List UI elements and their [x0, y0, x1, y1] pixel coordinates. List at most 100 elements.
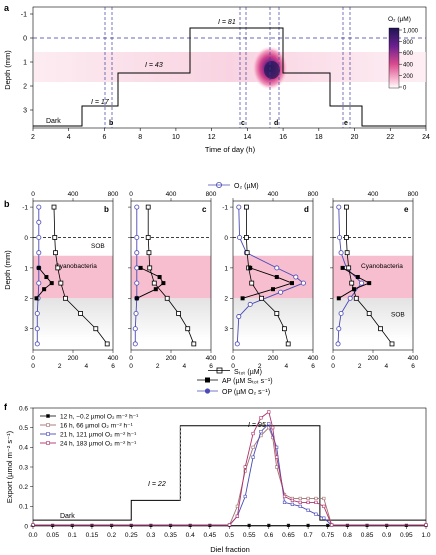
o2-point	[359, 280, 365, 286]
a-xtick-label: 22	[386, 134, 394, 141]
o2-point	[134, 280, 140, 286]
s-point	[52, 235, 58, 240]
o2-point	[293, 274, 299, 280]
series-point-3	[259, 416, 263, 420]
marker-c: c	[241, 120, 245, 127]
bottom-tick-label: 0	[331, 355, 335, 362]
s-point	[164, 295, 170, 301]
legend-label-0: 12 h, −0.2 µmol O₂ m⁻² h⁻¹	[60, 413, 139, 420]
rate-tick-label: 6	[411, 363, 415, 370]
light-steps-a	[33, 27, 426, 127]
cbar-tick-label: 1,000	[403, 28, 419, 34]
cbar-tick-label: 200	[403, 74, 414, 80]
op-legend-label: OP (µM O₂ s⁻¹)	[222, 389, 270, 396]
bottom-tick-label: 0	[129, 355, 133, 362]
s-point	[244, 250, 250, 256]
i17-label: I = 17	[91, 99, 110, 106]
f-i95-label: I = 95	[248, 422, 266, 429]
s-point	[243, 204, 249, 210]
o2-point	[34, 326, 40, 332]
panel-a-x-axis: 2 4 6 8 10 12 14 16 18 20 22 24	[31, 128, 430, 141]
series-point-3	[275, 455, 279, 459]
s-point	[55, 265, 61, 271]
op-legend-marker	[204, 388, 211, 394]
o2-point	[234, 341, 240, 347]
f-xtick-label: 0.9	[382, 532, 391, 539]
s-point	[93, 326, 99, 332]
depth-tick-label: 2	[24, 296, 28, 303]
rate-tick-label: 0	[231, 363, 235, 370]
sob-label: SOB	[391, 312, 405, 319]
o2-point	[132, 341, 138, 347]
o2-point	[134, 250, 140, 256]
a-xtick-label: 4	[67, 134, 71, 141]
ap-legend-label: AP (µM Sₜₒₜ s⁻¹)	[222, 378, 273, 385]
f-xtick-label: 0.1	[68, 532, 77, 539]
marker-e: e	[344, 120, 348, 127]
series-point-3	[424, 523, 428, 527]
panel-a-label: a	[4, 3, 10, 13]
panel-b-letter: b	[4, 199, 10, 209]
top-tick-label: 800	[206, 191, 217, 198]
series-point-3	[282, 494, 287, 499]
o2-point	[36, 280, 42, 286]
o2-point	[347, 295, 353, 301]
profile-panel-c: c 0 400 800 0 200 400 0 2 4 6	[128, 191, 217, 370]
f-xtick-label: 0.65	[282, 532, 295, 539]
o2-point	[338, 250, 344, 256]
top-tick-label: 800	[308, 191, 319, 198]
o2-point	[337, 234, 343, 240]
s-point	[78, 311, 83, 316]
f-xtick-label: 0.3	[146, 532, 155, 539]
s-point	[259, 295, 265, 301]
f-ytick-label: 0.4	[19, 445, 28, 452]
f-xtick-label: 0.7	[304, 532, 313, 539]
top-tick-label: 400	[268, 191, 279, 198]
s-point	[53, 250, 58, 256]
series-point-2	[322, 516, 326, 520]
a-ytick-label: 0	[23, 36, 27, 43]
o2-axis-label: O₂ (µM)	[234, 183, 259, 190]
f-xtick-label: 0.35	[164, 532, 177, 539]
panel-letter-b: b	[104, 205, 109, 214]
o2-point	[237, 234, 243, 240]
a-xtick-label: 18	[315, 134, 323, 141]
o2-point	[36, 250, 42, 256]
ap-point	[34, 296, 39, 301]
s-point	[151, 280, 157, 286]
series-point-1	[251, 445, 255, 449]
ap-point	[157, 275, 162, 280]
cyano-band	[233, 255, 313, 299]
top-tick-label: 400	[166, 191, 177, 198]
s-point	[104, 341, 110, 347]
bottom-tick-label: 400	[408, 355, 419, 362]
o2-point	[132, 326, 138, 332]
s-point	[281, 326, 287, 332]
panel-f-y-axis: 0 0.1 0.2 0.3 0.4 0.5 0.6	[19, 405, 33, 530]
f-xtick-label: 0.95	[400, 532, 413, 539]
f-xtick-label: 0.2	[107, 532, 116, 539]
depth-tick-label: 0	[24, 235, 28, 242]
f-xtick-label: 0.15	[86, 532, 99, 539]
f-ytick-label: 0.6	[19, 405, 28, 412]
a-xtick-label: 14	[243, 134, 251, 141]
f-ytick-label: 0	[24, 523, 28, 530]
s-point	[176, 311, 182, 316]
ap-point	[36, 265, 41, 270]
rate-tick-label: 2	[58, 363, 62, 370]
oxygen-band	[34, 52, 426, 82]
marker-b: b	[109, 120, 113, 127]
s-point	[145, 235, 151, 240]
rate-tick-label: 4	[85, 363, 89, 370]
series-point-2	[290, 502, 294, 506]
i81-label: I = 81	[218, 19, 236, 26]
ap-point	[355, 275, 360, 280]
a-ytick-label: -1	[21, 12, 27, 19]
s-point	[285, 341, 291, 347]
o2-point	[247, 301, 253, 307]
series-point-1	[322, 496, 326, 501]
ap-point	[274, 275, 279, 280]
o2-point	[236, 204, 242, 210]
s-point	[243, 235, 249, 240]
